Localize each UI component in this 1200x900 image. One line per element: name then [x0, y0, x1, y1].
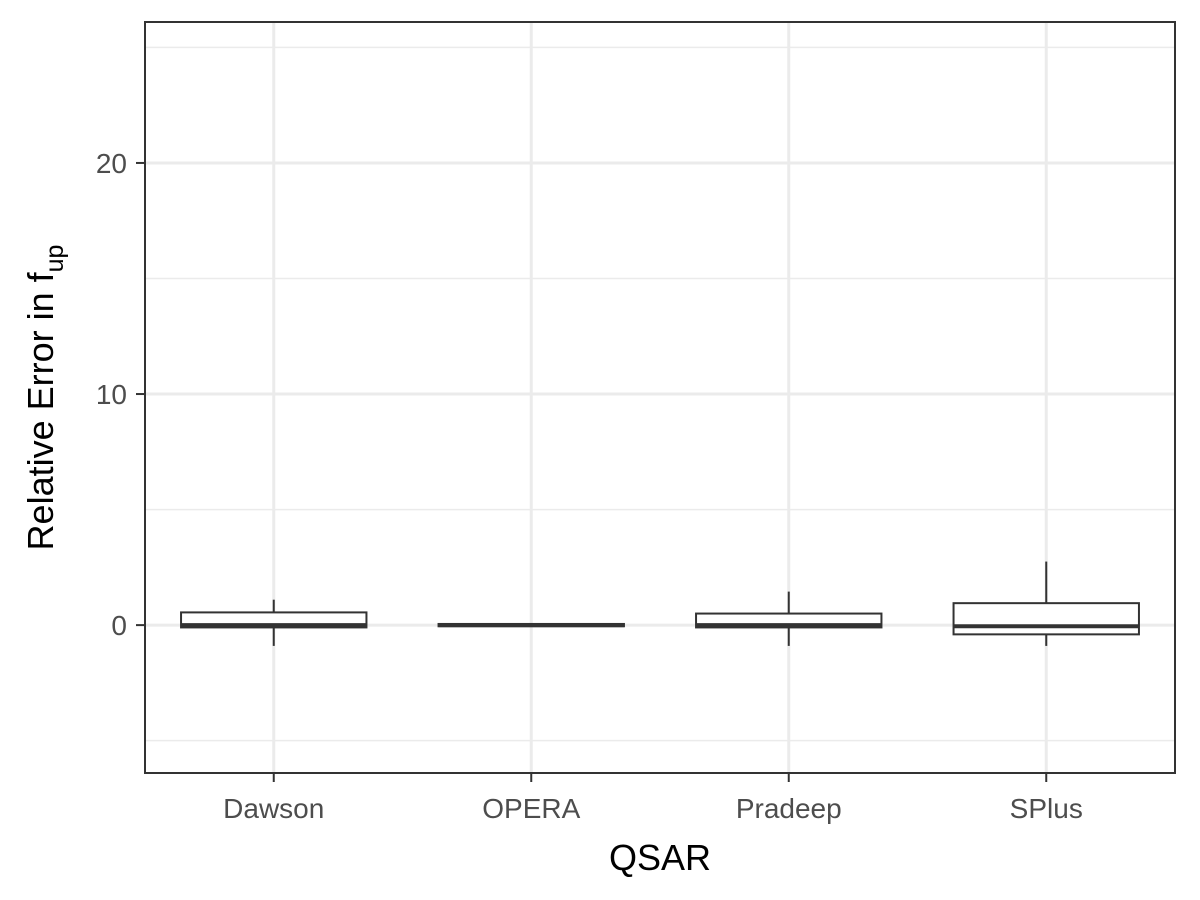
axes: 0 10 20 Dawson OPERA Pradeep SPlus: [96, 148, 1083, 824]
box-iqr: [952, 602, 1140, 636]
x-tick-label: Pradeep: [736, 793, 842, 824]
x-tick-label: SPlus: [1010, 793, 1083, 824]
y-axis-title-main: Relative Error in f: [20, 271, 61, 550]
box-plots: [180, 561, 1140, 646]
y-axis-title-subscript: up: [41, 245, 69, 273]
y-tick-label: 10: [96, 379, 127, 410]
panel-border: [144, 21, 1176, 774]
y-axis-title: Relative Error in fup: [20, 245, 69, 551]
box-splus: [952, 561, 1140, 646]
x-axis-title: QSAR: [609, 837, 711, 878]
x-tick-label: Dawson: [223, 793, 324, 824]
box-dawson: [180, 599, 368, 646]
y-tick-label: 0: [111, 610, 127, 641]
grid-lines: [145, 22, 1175, 773]
box-pradeep: [695, 591, 883, 646]
box-opera: [437, 622, 625, 628]
y-tick-label: 20: [96, 148, 127, 179]
x-tick-label: OPERA: [482, 793, 580, 824]
